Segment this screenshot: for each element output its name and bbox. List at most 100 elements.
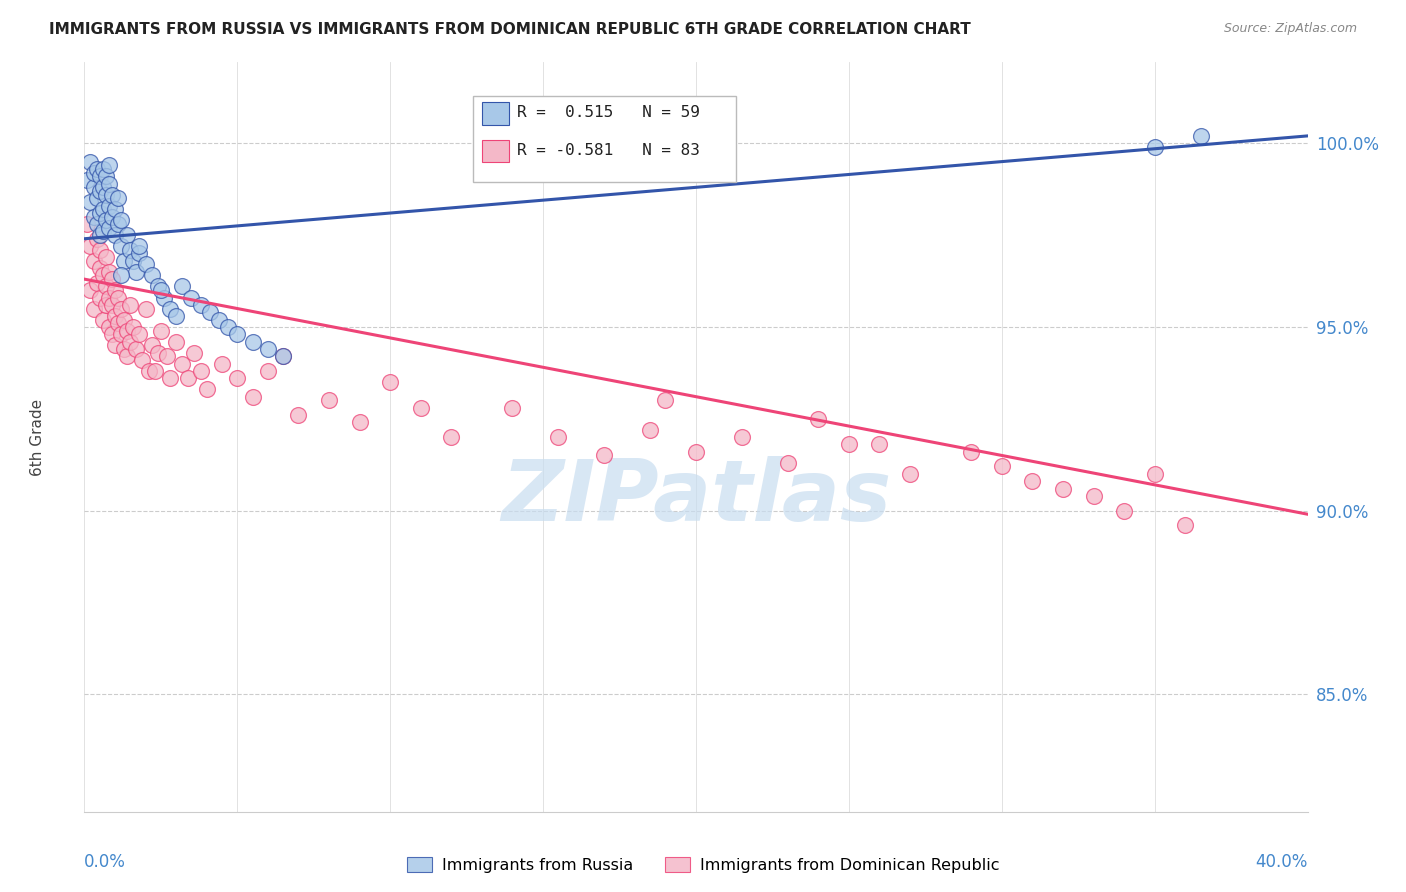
Point [776, 456, 799, 470]
Point [110, 268, 132, 283]
Point [76, 217, 98, 231]
Point [217, 319, 239, 334]
Point [86, 161, 108, 176]
Point [91, 180, 114, 194]
Point [991, 459, 1014, 474]
Point [146, 345, 169, 359]
Point [110, 239, 132, 253]
Point [1052, 482, 1074, 496]
Point [122, 253, 145, 268]
Text: 40.0%: 40.0% [1256, 853, 1308, 871]
Point [318, 393, 340, 408]
Point [89, 243, 111, 257]
Point [91, 161, 114, 176]
Point [135, 301, 157, 316]
Point [83, 180, 105, 194]
Point [349, 416, 371, 430]
FancyBboxPatch shape [482, 103, 509, 125]
Point [101, 187, 124, 202]
Point [502, 401, 524, 415]
Point [172, 357, 194, 371]
Point [97, 177, 120, 191]
Point [86, 217, 108, 231]
Point [128, 327, 150, 342]
Point [242, 390, 264, 404]
Point [112, 312, 135, 326]
Point [271, 349, 294, 363]
Point [183, 345, 205, 359]
Point [94, 187, 117, 202]
Point [79, 194, 101, 209]
Point [110, 301, 132, 316]
Point [287, 408, 309, 422]
Point [104, 283, 127, 297]
Point [1083, 489, 1105, 503]
Text: R = -0.581   N = 83: R = -0.581 N = 83 [517, 143, 700, 158]
Point [91, 268, 114, 283]
FancyBboxPatch shape [482, 140, 509, 162]
Point [409, 401, 432, 415]
Point [128, 239, 150, 253]
Point [97, 220, 120, 235]
Point [807, 411, 830, 425]
Point [83, 166, 105, 180]
Point [1189, 128, 1212, 143]
FancyBboxPatch shape [474, 96, 737, 182]
Point [1021, 474, 1043, 488]
Point [149, 283, 172, 297]
Point [101, 327, 124, 342]
Point [107, 316, 129, 330]
Point [159, 301, 181, 316]
Point [120, 334, 142, 349]
Point [94, 169, 117, 184]
Text: R =  0.515   N = 59: R = 0.515 N = 59 [517, 105, 700, 120]
Point [97, 319, 120, 334]
Point [94, 298, 117, 312]
Point [112, 253, 135, 268]
Point [89, 169, 111, 184]
Point [79, 239, 101, 253]
Point [198, 305, 221, 319]
Point [101, 272, 124, 286]
Point [107, 191, 129, 205]
Point [104, 202, 127, 217]
Point [101, 210, 124, 224]
Point [79, 283, 101, 297]
Point [115, 324, 138, 338]
Point [190, 298, 212, 312]
Point [101, 298, 124, 312]
Point [257, 342, 280, 356]
Point [138, 364, 160, 378]
Point [94, 250, 117, 264]
Point [131, 353, 153, 368]
Point [380, 375, 402, 389]
Point [1174, 518, 1197, 533]
Text: 0.0%: 0.0% [84, 853, 127, 871]
Point [115, 228, 138, 243]
Text: Source: ZipAtlas.com: Source: ZipAtlas.com [1223, 22, 1357, 36]
Text: IMMIGRANTS FROM RUSSIA VS IMMIGRANTS FROM DOMINICAN REPUBLIC 6TH GRADE CORRELATI: IMMIGRANTS FROM RUSSIA VS IMMIGRANTS FRO… [49, 22, 972, 37]
Point [120, 298, 142, 312]
Point [180, 291, 202, 305]
Point [208, 312, 231, 326]
Point [177, 371, 200, 385]
Point [120, 243, 142, 257]
Point [869, 437, 891, 451]
Point [91, 224, 114, 238]
Point [79, 154, 101, 169]
Point [115, 349, 138, 363]
Point [104, 309, 127, 323]
Point [153, 291, 176, 305]
Point [731, 430, 754, 444]
Point [271, 349, 294, 363]
Point [91, 202, 114, 217]
Point [226, 327, 249, 342]
Point [547, 430, 569, 444]
Point [143, 364, 166, 378]
Point [76, 173, 98, 187]
Point [190, 364, 212, 378]
Point [122, 319, 145, 334]
Legend: Immigrants from Russia, Immigrants from Dominican Republic: Immigrants from Russia, Immigrants from … [401, 851, 1005, 880]
Point [89, 228, 111, 243]
Point [165, 334, 187, 349]
